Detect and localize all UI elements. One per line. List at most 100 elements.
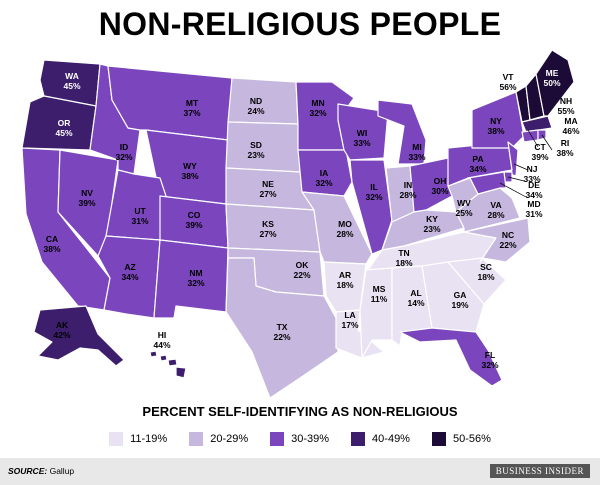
leader-line — [507, 176, 525, 182]
label-sc-abbr: SC — [480, 262, 492, 272]
leader-line — [541, 134, 553, 151]
leader-line — [527, 129, 539, 148]
label-ar-abbr: AR — [339, 270, 351, 280]
label-in-abbr: IN — [404, 180, 413, 190]
label-az: AZ 34% — [121, 262, 138, 282]
legend-swatch — [109, 432, 124, 446]
label-tx: TX 22% — [273, 322, 290, 342]
label-mo-pct: 28% — [336, 229, 353, 239]
label-ca-abbr: CA — [46, 234, 58, 244]
label-al: AL 14% — [407, 288, 424, 308]
label-wa-pct: 45% — [63, 81, 80, 91]
label-mo-abbr: MO — [338, 219, 352, 229]
label-wy-pct: 38% — [181, 171, 198, 181]
label-ok-pct: 22% — [293, 270, 310, 280]
label-ri-abbr: RI — [561, 138, 570, 148]
label-oh: OH 30% — [431, 176, 448, 196]
label-co: CO 39% — [185, 210, 202, 230]
label-il: IL 32% — [365, 182, 382, 202]
label-nj: NJ 33% — [523, 164, 540, 184]
label-ks-abbr: KS — [262, 219, 274, 229]
label-ny-pct: 38% — [487, 126, 504, 136]
state-ia — [297, 149, 353, 197]
label-ga-abbr: GA — [454, 290, 467, 300]
label-wi-abbr: WI — [357, 128, 367, 138]
label-mi-pct: 33% — [408, 152, 425, 162]
label-mi: MI 33% — [408, 142, 425, 162]
state-ny — [471, 91, 525, 149]
label-de-abbr: DE — [528, 180, 540, 190]
label-fl: FL 32% — [481, 350, 498, 370]
us-choropleth-map: WA 45% OR 45% CA 38% NV 39% ID 32% MT 37% WY 38… — [21, 49, 580, 399]
label-nd-pct: 24% — [247, 106, 264, 116]
label-md-abbr: MD — [527, 199, 540, 209]
label-wi: WI 33% — [353, 128, 370, 148]
label-ma-abbr: MA — [564, 116, 577, 126]
publisher-logo: BUSINESS INSIDER — [489, 464, 590, 478]
source-label: SOURCE: — [8, 466, 48, 476]
label-ca-pct: 38% — [43, 244, 60, 254]
label-ks: KS 27% — [259, 219, 276, 239]
label-tn: TN 18% — [395, 248, 412, 268]
label-vt-abbr: VT — [503, 72, 515, 82]
label-de: DE 34% — [525, 180, 542, 200]
label-az-pct: 34% — [121, 272, 138, 282]
label-co-abbr: CO — [188, 210, 201, 220]
label-md-pct: 31% — [525, 209, 542, 219]
label-md: MD 31% — [525, 199, 542, 219]
legend-label: 50-56% — [452, 433, 491, 445]
label-wa-abbr: WA — [65, 71, 79, 81]
label-ar-pct: 18% — [336, 280, 353, 290]
label-tn-abbr: TN — [398, 248, 409, 258]
label-ky: KY 23% — [423, 214, 440, 234]
label-or: OR 45% — [55, 118, 72, 138]
label-pa-abbr: PA — [472, 154, 483, 164]
legend-label: 20-29% — [210, 433, 249, 445]
label-id-abbr: ID — [120, 142, 129, 152]
label-nh-abbr: NH — [560, 96, 572, 106]
label-co-pct: 39% — [185, 220, 202, 230]
label-wy: WY 38% — [181, 161, 198, 181]
state-sc — [447, 257, 507, 305]
label-ne: NE 27% — [259, 179, 276, 199]
label-oh-pct: 30% — [431, 186, 448, 196]
legend-label: 11-19% — [130, 433, 168, 445]
legend-item: 11-19% — [109, 432, 167, 446]
label-wv-abbr: WV — [457, 198, 471, 208]
label-nm: NM 32% — [187, 268, 204, 288]
label-la-pct: 17% — [341, 320, 358, 330]
label-or-pct: 45% — [55, 128, 72, 138]
label-sd-pct: 23% — [247, 150, 264, 160]
state-sd — [225, 121, 301, 173]
label-tx-abbr: TX — [277, 322, 288, 332]
label-id-pct: 32% — [115, 152, 132, 162]
label-me: ME 50% — [543, 68, 560, 88]
label-nj-pct: 33% — [523, 174, 540, 184]
legend-swatch — [270, 432, 285, 446]
label-ct: CT 39% — [531, 142, 548, 162]
label-hi: HI 44% — [153, 330, 170, 350]
label-ma-pct: 46% — [562, 126, 579, 136]
source-value: Gallup — [49, 466, 75, 476]
label-or-abbr: OR — [58, 118, 71, 128]
label-ut-pct: 31% — [131, 216, 148, 226]
label-il-abbr: IL — [370, 182, 378, 192]
legend: 11-19% 20-29% 30-39% 40-49% 50-56% — [0, 430, 600, 448]
label-ct-abbr: CT — [534, 142, 546, 152]
label-in-pct: 28% — [399, 190, 416, 200]
label-hi-abbr: HI — [158, 330, 167, 340]
label-ia-abbr: IA — [320, 168, 329, 178]
label-nh: NH 55% — [557, 96, 574, 116]
page-title: NON-RELIGIOUS PEOPLE — [98, 6, 502, 42]
label-ok: OK 22% — [293, 260, 310, 280]
label-nc-pct: 22% — [499, 240, 516, 250]
legend-swatch — [431, 432, 446, 446]
label-nj-abbr: NJ — [527, 164, 538, 174]
label-nv: NV 39% — [78, 188, 95, 208]
label-ak: AK 42% — [53, 320, 70, 340]
label-mt-abbr: MT — [186, 98, 199, 108]
label-ks-pct: 27% — [259, 229, 276, 239]
leader-line — [499, 182, 527, 198]
state-ma — [521, 115, 553, 133]
label-nh-pct: 55% — [557, 106, 574, 116]
